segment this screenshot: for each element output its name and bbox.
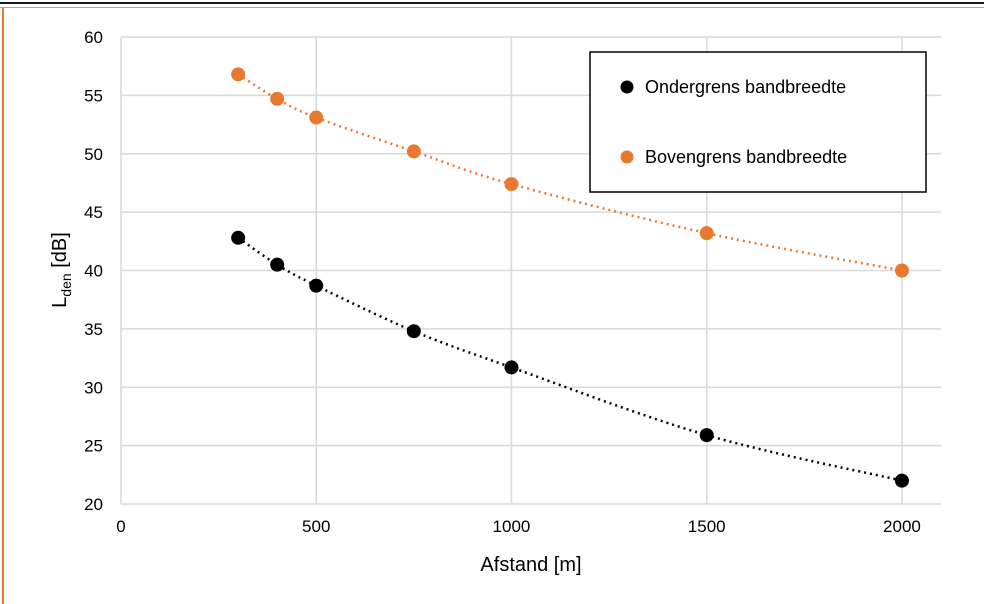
y-tick-label: 40 <box>84 262 103 281</box>
y-tick-label: 35 <box>84 320 103 339</box>
x-axis-title: Afstand [m] <box>480 554 581 576</box>
data-point-series-1 <box>406 144 421 159</box>
legend-label-0: Ondergrens bandbreedte <box>645 77 846 97</box>
data-point-series-0 <box>231 230 246 245</box>
legend-box <box>589 51 927 193</box>
x-tick-label: 1500 <box>688 517 726 536</box>
trendline-series-1 <box>237 73 903 272</box>
data-point-series-0 <box>270 257 285 272</box>
data-point-series-1 <box>309 110 324 125</box>
data-points <box>231 67 909 488</box>
x-tick-label: 500 <box>302 517 330 536</box>
y-tick-label: 55 <box>84 86 103 105</box>
frame-top-border <box>0 2 984 4</box>
legend-marker-1 <box>620 150 634 164</box>
data-point-series-1 <box>894 263 909 278</box>
data-point-series-1 <box>504 177 519 192</box>
data-point-series-1 <box>231 67 246 82</box>
y-tick-label: 30 <box>84 378 103 397</box>
y-tick-label: 50 <box>84 145 103 164</box>
y-tick-label: 60 <box>84 28 103 47</box>
data-point-series-1 <box>699 226 714 241</box>
x-tick-labels: 0 500 1000 1500 2000 <box>116 517 921 536</box>
x-tick-label: 2000 <box>883 517 921 536</box>
data-point-series-0 <box>504 360 519 375</box>
data-point-series-1 <box>270 91 285 106</box>
y-axis-title-unit: [dB] <box>49 232 71 273</box>
legend-marker-0 <box>620 80 634 94</box>
y-tick-label: 45 <box>84 203 103 222</box>
y-tick-labels: 20 25 30 35 40 45 50 55 60 <box>84 28 103 514</box>
data-point-series-0 <box>309 278 324 293</box>
data-point-series-0 <box>406 324 421 339</box>
frame-top-accent-line <box>0 7 984 8</box>
y-axis-title-main: L <box>49 297 71 308</box>
data-point-series-0 <box>699 428 714 443</box>
legend: Ondergrens bandbreedte Bovengrens bandbr… <box>589 51 927 193</box>
frame-left-border <box>2 8 4 604</box>
x-tick-label: 0 <box>116 517 125 536</box>
legend-label-1: Bovengrens bandbreedte <box>645 147 847 167</box>
y-axis-title: Lden [dB] <box>49 232 74 308</box>
x-tick-label: 1000 <box>493 517 531 536</box>
y-tick-label: 20 <box>84 495 103 514</box>
y-tick-label: 25 <box>84 437 103 456</box>
chart-axes <box>120 37 941 505</box>
y-axis-title-sub: den <box>58 273 74 296</box>
trendline-series-0 <box>237 236 903 482</box>
data-point-series-0 <box>894 473 909 488</box>
trendlines <box>237 73 903 482</box>
